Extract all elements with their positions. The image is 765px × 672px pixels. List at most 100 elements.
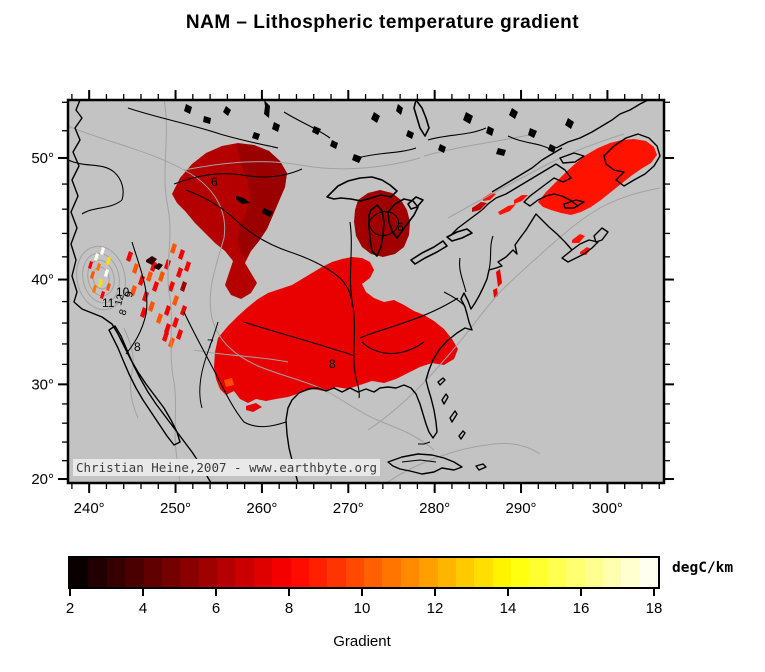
y-axis-label: 20°	[31, 471, 54, 488]
contour-label: 9	[123, 290, 136, 298]
colorbar-segment	[566, 558, 585, 587]
st-lawrence-north-shore	[491, 147, 563, 193]
newfoundland	[603, 133, 661, 187]
colorbar-segment	[529, 558, 548, 587]
lake-superior	[326, 176, 398, 202]
patch-hudson-sliver	[496, 269, 502, 287]
colorbar-tick-label: 16	[572, 600, 590, 617]
colorbar-tick	[507, 587, 509, 596]
colorbar-segment	[217, 558, 236, 587]
patch-central-plains	[214, 257, 458, 403]
prince-edward-island	[563, 199, 585, 209]
patch-michigan	[354, 190, 410, 257]
james-bay	[413, 100, 430, 137]
colorbar-segment	[455, 558, 475, 587]
x-axis-label: 290°	[506, 500, 537, 517]
colorbar-tick	[361, 587, 363, 596]
y-axis-label: 50°	[31, 150, 54, 167]
anticosti-island	[559, 152, 585, 164]
colorbar-tick-label: 18	[645, 600, 663, 617]
patch-ottawa-bit	[472, 202, 487, 212]
colorbar-segment	[474, 558, 493, 587]
georgian-bay	[407, 196, 424, 210]
colorbar-segment	[161, 558, 181, 587]
colorbar-tick	[142, 587, 144, 596]
colorbar-segment	[382, 558, 401, 587]
nova-scotia	[561, 239, 599, 263]
patch-small-bit	[246, 403, 262, 412]
gaspe-peninsula	[523, 163, 579, 207]
colorbar-segment	[639, 558, 658, 587]
small-lakes	[184, 100, 574, 163]
colorbar-segment	[180, 558, 199, 587]
lake-ontario	[446, 228, 473, 242]
x-axis-label: 270°	[333, 500, 364, 517]
y-axis-label: 30°	[31, 376, 54, 393]
patch-ottawa-bit	[483, 193, 496, 201]
contour-label: 8	[134, 340, 141, 354]
x-axis-label: 280°	[419, 500, 450, 517]
pacific-coast	[70, 100, 212, 483]
colorbar-tick	[434, 587, 436, 596]
colorbar-tick-label: 4	[138, 600, 148, 617]
colorbar-segment	[327, 558, 346, 587]
colorbar-segment	[308, 558, 328, 587]
colorbar-segment	[253, 558, 273, 587]
map-frame	[66, 98, 666, 485]
colorbar-segment	[511, 558, 530, 587]
colorbar-tick	[653, 587, 655, 596]
colorbar-segment	[621, 558, 640, 587]
patch-st-lawrence-bit	[514, 195, 528, 204]
colorbar-segment	[419, 558, 438, 587]
colorbar-segment	[106, 558, 126, 587]
colorbar-tick	[69, 587, 71, 596]
colorbar-tick-label: 6	[211, 600, 221, 617]
colorbar-segment	[364, 558, 383, 587]
florida-keys	[418, 441, 431, 445]
colorbar-segment	[272, 558, 291, 587]
dark-blob	[146, 256, 157, 265]
river-reservoirs	[236, 196, 273, 217]
contour-label: 8	[329, 357, 336, 371]
colorbar-tick-label: 2	[65, 600, 75, 617]
colorbar-tick-label: 10	[353, 600, 371, 617]
patch-st-lawrence-bit	[498, 204, 516, 215]
labrador-shore	[555, 100, 649, 149]
great-lakes	[326, 100, 473, 265]
contour-label: 7	[207, 337, 214, 351]
islet	[475, 463, 487, 471]
cuba	[387, 453, 463, 475]
watermark: Christian Heine,2007 - www.earthbyte.org	[73, 459, 381, 476]
colorbar-segment	[290, 558, 309, 587]
colorbar-tick	[215, 587, 217, 596]
rivers	[68, 107, 553, 428]
gulf-atlantic-coast	[285, 213, 573, 483]
lake-erie	[410, 240, 448, 265]
x-axis-label: 300°	[592, 500, 623, 517]
patch-st-lawrence	[538, 139, 657, 215]
colorbar-segment	[345, 558, 364, 587]
colorbar-segment	[125, 558, 144, 587]
colorbar-tick	[288, 587, 290, 596]
patch-nova-scotia-bit	[572, 234, 585, 243]
patch-orange-bit	[224, 378, 234, 387]
colorbar-segment	[547, 558, 567, 587]
lake-michigan	[368, 204, 385, 257]
cape-breton	[593, 227, 609, 243]
coastlines	[70, 100, 661, 483]
colorbar-segment	[437, 558, 456, 587]
patch-nova-scotia-bit	[580, 247, 591, 255]
colorbar-segment	[584, 558, 603, 587]
colorbar-segment	[198, 558, 217, 587]
x-axis-label: 240°	[74, 500, 105, 517]
colorbar-segment	[70, 558, 89, 587]
cuba-inner	[401, 459, 437, 463]
y-axis-label: 40°	[31, 272, 54, 289]
colorbar-segment	[492, 558, 511, 587]
dark-blob	[154, 263, 163, 270]
colorbar-segment	[88, 558, 107, 587]
